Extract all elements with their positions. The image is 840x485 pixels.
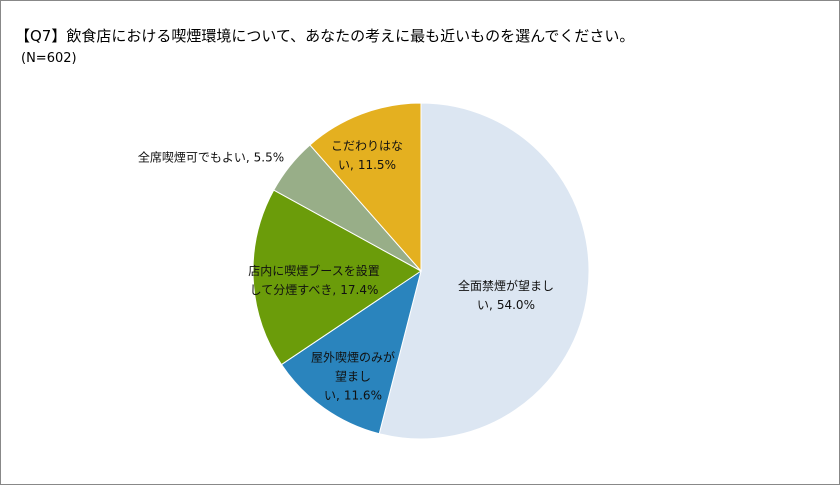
slice-value: 54.0% xyxy=(496,298,535,312)
slice-value: 17.4% xyxy=(340,283,379,297)
slice-value: 11.6% xyxy=(343,388,382,403)
slice-value: 11.5% xyxy=(357,158,396,172)
pie-slice xyxy=(378,102,590,440)
slice-name: こだわりはない, xyxy=(330,139,403,172)
data-label: 全面禁煙が望ましい, 54.0% xyxy=(431,277,581,315)
data-label: 店内に喫煙ブースを設置して分煙すべき, 17.4% xyxy=(247,262,382,300)
data-label: 屋外喫煙のみが望ましい, 11.6% xyxy=(307,349,399,406)
data-label: こだわりはない, 11.5% xyxy=(312,137,422,175)
pie-slice xyxy=(309,102,422,273)
slice-name: 全面禁煙が望ましい, xyxy=(457,279,554,312)
data-label: 全席喫煙可でもよい, 5.5% xyxy=(111,149,311,168)
chart-title: 【Q7】飲食店における喫煙環境について、あなたの考えに最も近いものを選んでくださ… xyxy=(15,27,635,45)
slice-name: 屋外喫煙のみが望ましい, xyxy=(310,350,395,403)
pie-slice xyxy=(280,269,422,435)
pie-slice xyxy=(252,189,422,366)
slice-name: 全席喫煙可でもよい, xyxy=(137,150,250,165)
slice-name: 店内に喫煙ブースを設置して分煙すべき, xyxy=(248,264,380,297)
chart-subtitle: (N=602) xyxy=(21,51,77,66)
slice-value: 5.5% xyxy=(253,150,285,165)
